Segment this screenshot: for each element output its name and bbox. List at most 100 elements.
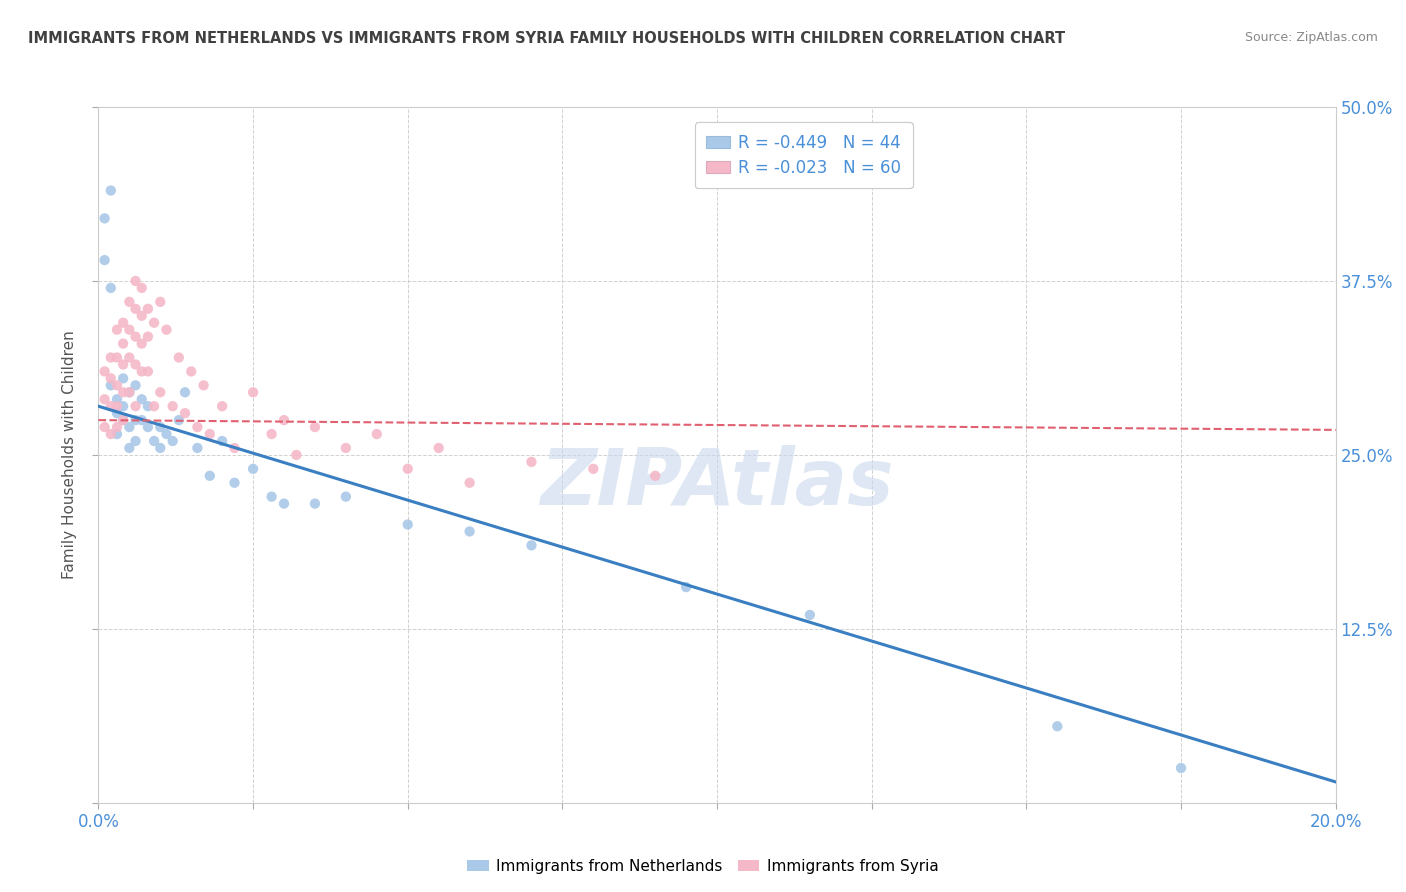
Text: Source: ZipAtlas.com: Source: ZipAtlas.com (1244, 31, 1378, 45)
Point (112, 371, 135, 385)
Point (100, 184, 122, 198)
Point (366, 427, 388, 442)
Point (100, 351, 122, 365)
Point (93, 211, 115, 226)
Point (155, 427, 177, 442)
Point (520, 455, 543, 469)
Point (105, 323, 128, 337)
Point (143, 316, 166, 330)
Point (112, 385, 135, 400)
Point (112, 413, 135, 427)
Point (131, 364, 153, 378)
Point (180, 364, 202, 378)
Point (131, 281, 153, 295)
Point (396, 462, 419, 476)
Point (118, 420, 141, 434)
Text: ZIPAtlas: ZIPAtlas (540, 445, 894, 521)
Point (149, 385, 172, 400)
Point (93, 392, 115, 407)
Point (136, 399, 159, 413)
Point (186, 441, 208, 455)
Point (582, 462, 605, 476)
Point (105, 399, 128, 413)
Point (427, 441, 450, 455)
Point (458, 475, 481, 490)
Point (675, 580, 697, 594)
Point (273, 413, 295, 427)
Point (118, 351, 141, 365)
Point (242, 385, 264, 400)
Point (124, 378, 146, 392)
Legend: R = -0.449   N = 44, R = -0.023   N = 60: R = -0.449 N = 44, R = -0.023 N = 60 (695, 122, 912, 188)
Point (118, 441, 141, 455)
Point (118, 385, 141, 400)
Point (124, 358, 146, 372)
Point (211, 434, 233, 448)
Point (304, 497, 326, 511)
Point (149, 420, 172, 434)
Text: IMMIGRANTS FROM NETHERLANDS VS IMMIGRANTS FROM SYRIA FAMILY HOUSEHOLDS WITH CHIL: IMMIGRANTS FROM NETHERLANDS VS IMMIGRANT… (28, 31, 1066, 46)
Point (224, 475, 246, 490)
Point (149, 441, 172, 455)
Y-axis label: Family Households with Children: Family Households with Children (62, 331, 77, 579)
Point (112, 358, 135, 372)
Point (242, 462, 264, 476)
Point (285, 448, 308, 462)
Point (520, 538, 543, 552)
Point (260, 427, 283, 442)
Point (124, 434, 146, 448)
Point (155, 323, 177, 337)
Point (105, 420, 128, 434)
Point (162, 434, 184, 448)
Point (143, 399, 166, 413)
Point (105, 351, 128, 365)
Point (112, 399, 135, 413)
Point (100, 399, 122, 413)
Point (193, 378, 215, 392)
Point (136, 364, 159, 378)
Point (799, 607, 821, 622)
Point (118, 294, 141, 309)
Point (260, 490, 283, 504)
Point (162, 399, 184, 413)
Point (149, 294, 172, 309)
Point (105, 392, 128, 407)
Point (118, 385, 141, 400)
Legend: Immigrants from Netherlands, Immigrants from Syria: Immigrants from Netherlands, Immigrants … (461, 853, 945, 880)
Point (124, 301, 146, 316)
Point (93, 420, 115, 434)
Point (131, 392, 153, 407)
Point (167, 413, 190, 427)
Point (143, 434, 166, 448)
Point (335, 490, 357, 504)
Point (174, 406, 197, 420)
Point (1170, 761, 1192, 775)
Point (335, 441, 357, 455)
Point (273, 497, 295, 511)
Point (112, 413, 135, 427)
Point (458, 524, 481, 539)
Point (112, 316, 135, 330)
Point (105, 378, 128, 392)
Point (124, 329, 146, 343)
Point (93, 364, 115, 378)
Point (174, 385, 197, 400)
Point (124, 399, 146, 413)
Point (124, 274, 146, 288)
Point (131, 336, 153, 351)
Point (396, 517, 419, 532)
Point (118, 323, 141, 337)
Point (93, 253, 115, 268)
Point (131, 309, 153, 323)
Point (1046, 719, 1069, 733)
Point (112, 336, 135, 351)
Point (100, 427, 122, 442)
Point (224, 441, 246, 455)
Point (105, 406, 128, 420)
Point (136, 301, 159, 316)
Point (198, 468, 221, 483)
Point (186, 420, 208, 434)
Point (136, 329, 159, 343)
Point (644, 468, 666, 483)
Point (198, 427, 221, 442)
